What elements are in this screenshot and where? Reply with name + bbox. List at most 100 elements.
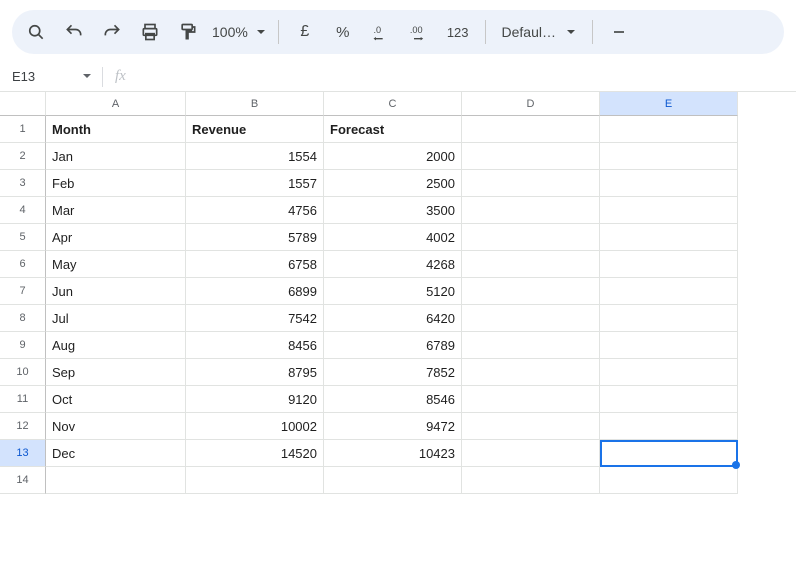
cell[interactable] (46, 467, 186, 494)
column-header-E[interactable]: E (600, 92, 738, 116)
cell[interactable]: 3500 (324, 197, 462, 224)
cell[interactable] (462, 251, 600, 278)
cell[interactable]: Dec (46, 440, 186, 467)
select-all-corner[interactable] (0, 92, 46, 116)
cell[interactable]: Jul (46, 305, 186, 332)
cell[interactable]: Revenue (186, 116, 324, 143)
cell[interactable] (600, 170, 738, 197)
cell[interactable] (600, 278, 738, 305)
search-icon[interactable] (18, 14, 54, 50)
cell[interactable]: 4002 (324, 224, 462, 251)
percent-button[interactable]: % (325, 14, 361, 50)
cell[interactable]: 10002 (186, 413, 324, 440)
cell[interactable] (462, 305, 600, 332)
cell[interactable]: 14520 (186, 440, 324, 467)
print-icon[interactable] (132, 14, 168, 50)
currency-button[interactable]: £ (287, 14, 323, 50)
cell[interactable] (600, 197, 738, 224)
cell[interactable]: 8546 (324, 386, 462, 413)
column-header-C[interactable]: C (324, 92, 462, 116)
decrease-decimal-icon[interactable]: .0 (363, 14, 399, 50)
cell[interactable]: Aug (46, 332, 186, 359)
cell[interactable]: 6789 (324, 332, 462, 359)
cell[interactable] (462, 197, 600, 224)
row-header[interactable]: 8 (0, 305, 46, 332)
column-header-B[interactable]: B (186, 92, 324, 116)
cell[interactable]: 1557 (186, 170, 324, 197)
cell[interactable] (462, 440, 600, 467)
cell[interactable]: Forecast (324, 116, 462, 143)
row-header[interactable]: 11 (0, 386, 46, 413)
row-header[interactable]: 3 (0, 170, 46, 197)
cell[interactable]: Jun (46, 278, 186, 305)
cell[interactable]: 9472 (324, 413, 462, 440)
cell[interactable]: 9120 (186, 386, 324, 413)
cell[interactable]: Oct (46, 386, 186, 413)
cell[interactable] (462, 386, 600, 413)
cell[interactable] (600, 386, 738, 413)
font-dropdown[interactable]: Defaul… (494, 24, 584, 40)
spreadsheet-grid[interactable]: ABCDE1MonthRevenueForecast2Jan155420003F… (0, 92, 796, 494)
column-header-A[interactable]: A (46, 92, 186, 116)
row-header[interactable]: 7 (0, 278, 46, 305)
cell[interactable]: 2000 (324, 143, 462, 170)
cell[interactable] (600, 143, 738, 170)
cell[interactable] (462, 224, 600, 251)
cell[interactable]: 5789 (186, 224, 324, 251)
cell[interactable]: 6420 (324, 305, 462, 332)
row-header[interactable]: 5 (0, 224, 46, 251)
cell[interactable] (600, 251, 738, 278)
cell[interactable]: Sep (46, 359, 186, 386)
cell[interactable]: Nov (46, 413, 186, 440)
cell[interactable] (462, 143, 600, 170)
cell[interactable]: 4756 (186, 197, 324, 224)
cell[interactable] (462, 278, 600, 305)
cell[interactable] (186, 467, 324, 494)
redo-icon[interactable] (94, 14, 130, 50)
cell[interactable] (462, 467, 600, 494)
cell[interactable]: 7542 (186, 305, 324, 332)
row-header[interactable]: 14 (0, 467, 46, 494)
name-box[interactable]: E13 (12, 69, 102, 84)
cell[interactable] (600, 116, 738, 143)
cell[interactable]: 2500 (324, 170, 462, 197)
column-header-D[interactable]: D (462, 92, 600, 116)
row-header[interactable]: 1 (0, 116, 46, 143)
cell[interactable]: 1554 (186, 143, 324, 170)
cell[interactable]: 8795 (186, 359, 324, 386)
cell[interactable] (462, 332, 600, 359)
cell[interactable] (600, 332, 738, 359)
cell[interactable] (324, 467, 462, 494)
cell[interactable] (462, 170, 600, 197)
cell[interactable]: 8456 (186, 332, 324, 359)
cell[interactable] (462, 359, 600, 386)
cell[interactable]: 4268 (324, 251, 462, 278)
row-header[interactable]: 4 (0, 197, 46, 224)
more-formats-button[interactable]: 123 (439, 25, 477, 40)
row-header[interactable]: 6 (0, 251, 46, 278)
cell[interactable]: 6899 (186, 278, 324, 305)
cell[interactable]: Feb (46, 170, 186, 197)
cell[interactable]: Jan (46, 143, 186, 170)
cell[interactable] (462, 116, 600, 143)
cell[interactable] (600, 413, 738, 440)
undo-icon[interactable] (56, 14, 92, 50)
cell[interactable]: May (46, 251, 186, 278)
cell[interactable] (600, 440, 738, 467)
row-header[interactable]: 10 (0, 359, 46, 386)
cell[interactable]: Apr (46, 224, 186, 251)
cell[interactable] (600, 305, 738, 332)
cell[interactable] (600, 359, 738, 386)
cell[interactable]: Mar (46, 197, 186, 224)
row-header[interactable]: 12 (0, 413, 46, 440)
row-header[interactable]: 9 (0, 332, 46, 359)
cell[interactable]: 6758 (186, 251, 324, 278)
cell[interactable] (600, 224, 738, 251)
cell[interactable]: 5120 (324, 278, 462, 305)
decrease-font-icon[interactable] (601, 14, 637, 50)
increase-decimal-icon[interactable]: .00 (401, 14, 437, 50)
zoom-dropdown[interactable]: 100% (208, 24, 270, 40)
cell[interactable] (462, 413, 600, 440)
row-header[interactable]: 13 (0, 440, 46, 467)
paint-format-icon[interactable] (170, 14, 206, 50)
